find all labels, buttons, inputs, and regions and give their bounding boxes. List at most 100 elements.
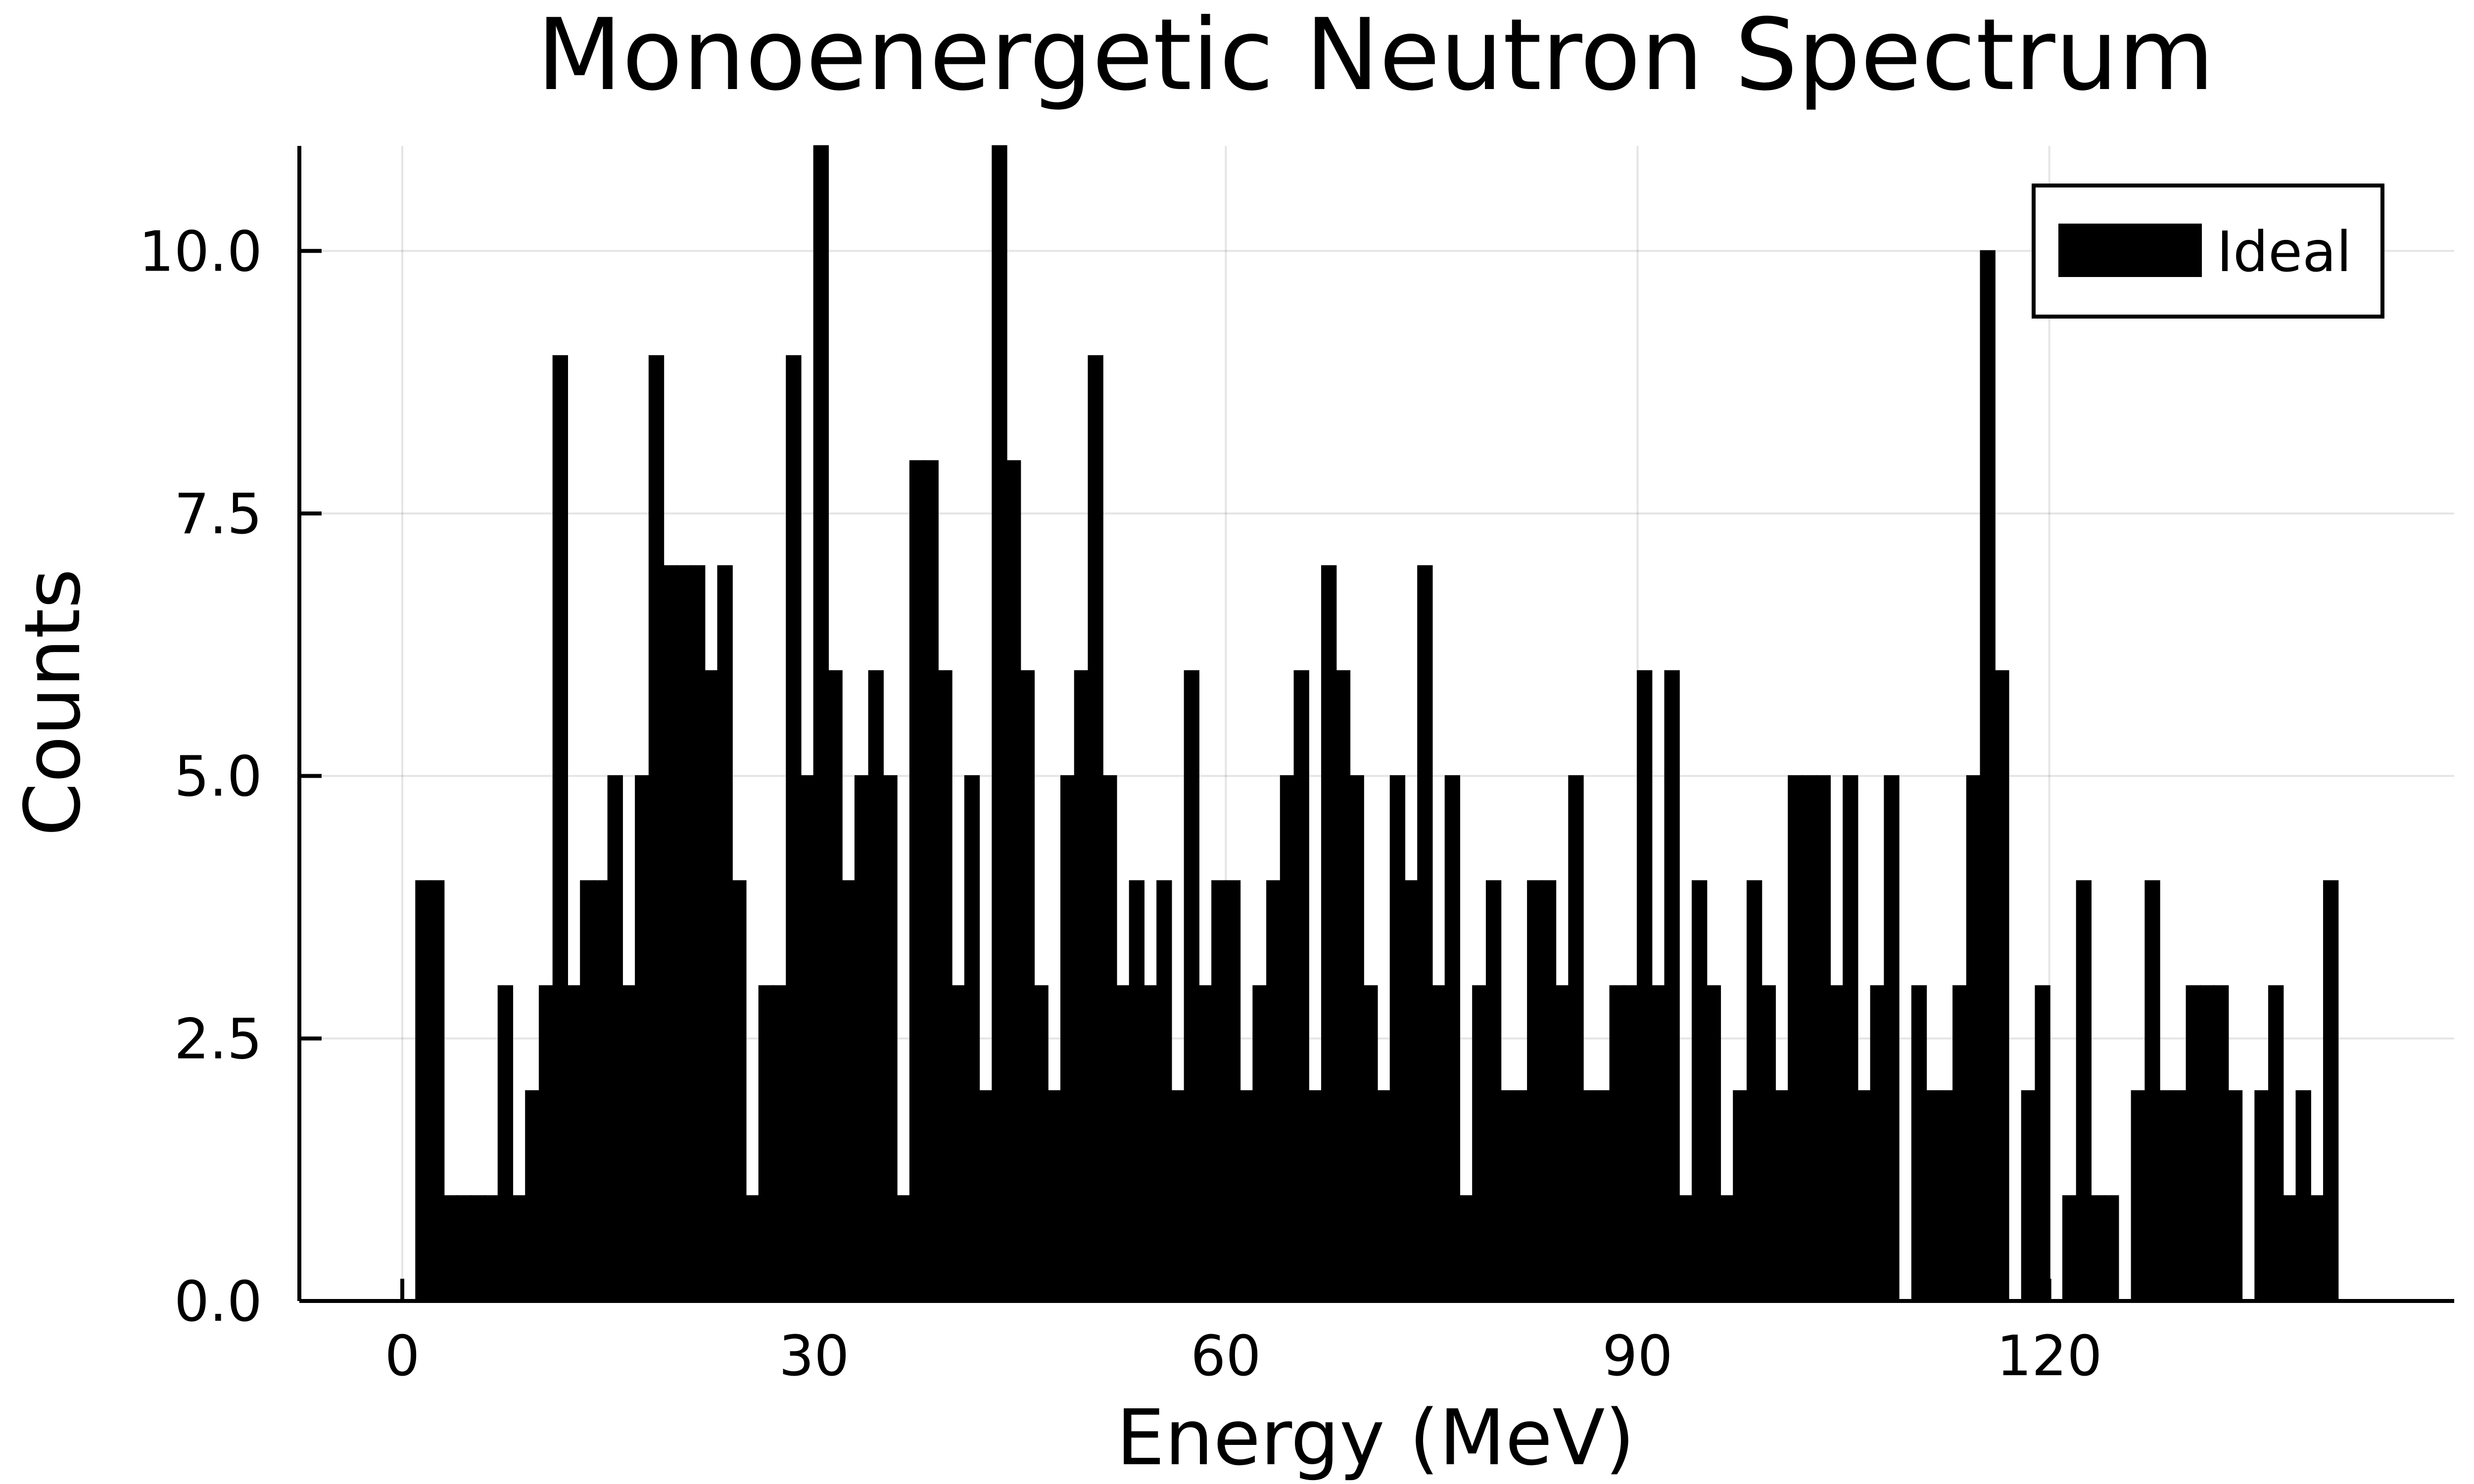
histogram-bar: [2035, 985, 2050, 1302]
histogram-bar: [978, 1090, 994, 1302]
histogram-bar: [2090, 1195, 2105, 1302]
histogram-bar: [745, 1195, 761, 1302]
histogram-bar: [1430, 985, 1447, 1302]
histogram-bar: [1705, 985, 1721, 1302]
histogram-bar: [1458, 1195, 1474, 1302]
histogram-bar: [992, 145, 1007, 1302]
histogram-bar: [1925, 1090, 1941, 1302]
x-tick-label: 0: [384, 1324, 420, 1389]
x-axis-label: Energy (MeV): [1116, 1393, 1635, 1483]
histogram-bar: [951, 985, 966, 1302]
histogram-bar: [2268, 985, 2284, 1302]
histogram-bar: [1321, 565, 1337, 1302]
histogram-bar: [2227, 1090, 2243, 1302]
histogram-bar: [1856, 1090, 1872, 1302]
histogram-bar: [854, 775, 870, 1302]
histogram-bar: [2213, 985, 2229, 1302]
x-tick-label: 30: [779, 1324, 850, 1389]
histogram-bar: [799, 775, 815, 1302]
histogram-bar: [607, 775, 623, 1302]
histogram-bar: [2158, 1090, 2174, 1302]
y-tick-label: 7.5: [174, 482, 262, 547]
histogram-bar: [2186, 985, 2201, 1302]
histogram-bar: [1170, 1090, 1186, 1302]
histogram-bar: [758, 985, 774, 1302]
histogram-bar: [1403, 880, 1419, 1302]
histogram-bar: [1088, 355, 1103, 1302]
histogram-bar: [662, 565, 678, 1302]
chart-title: Monoenergetic Neutron Spectrum: [537, 0, 2215, 113]
histogram-bar: [827, 670, 843, 1302]
histogram-bar: [1513, 1090, 1529, 1302]
histogram-bar: [1664, 670, 1680, 1302]
histogram-bar: [456, 1195, 472, 1302]
histogram-bar: [1074, 670, 1090, 1302]
histogram-bar: [2144, 880, 2160, 1302]
histogram-bar: [2323, 880, 2339, 1302]
histogram-bar: [470, 1195, 486, 1302]
histogram-bar: [1444, 775, 1461, 1302]
histogram-bar: [1650, 985, 1666, 1302]
histogram-bar: [1829, 985, 1845, 1302]
histogram-bar: [1156, 880, 1172, 1302]
histogram-bar: [1760, 985, 1776, 1302]
histogram-bar: [2076, 880, 2092, 1302]
histogram-bar: [1746, 880, 1762, 1302]
histogram-bar: [1554, 985, 1570, 1302]
histogram-bar: [964, 775, 980, 1302]
histogram-bar: [2254, 1090, 2270, 1302]
histogram-bar: [2103, 1195, 2119, 1302]
y-tick-label: 0.0: [174, 1270, 262, 1334]
histogram-bar: [2131, 1090, 2146, 1302]
histogram-bar: [1142, 985, 1158, 1302]
histogram-bar: [690, 565, 706, 1302]
histogram-bar: [580, 880, 596, 1302]
histogram-bar: [1499, 1090, 1515, 1302]
histogram-bar: [1376, 1090, 1392, 1302]
x-tick-label: 120: [1997, 1324, 2102, 1389]
histogram-bar: [1788, 775, 1804, 1302]
histogram-bar: [1568, 775, 1584, 1302]
histogram-bar: [1389, 775, 1406, 1302]
histogram-bar: [1980, 250, 1996, 1302]
y-axis-ticks: 0.0 2.5 5.0 7.5 10.0: [139, 220, 322, 1334]
histogram-bar: [2295, 1090, 2311, 1302]
histogram-bar: [1911, 985, 1927, 1302]
histogram-bar: [923, 460, 939, 1302]
histogram-bar: [2282, 1195, 2298, 1302]
histogram-bar: [1129, 880, 1145, 1302]
histogram-bar: [1211, 880, 1227, 1302]
histogram-bar: [1307, 1090, 1323, 1302]
y-tick-label: 10.0: [139, 220, 262, 284]
histogram-bar: [2062, 1195, 2078, 1302]
histogram-bar: [1047, 1090, 1062, 1302]
histogram-bar: [1348, 775, 1364, 1302]
histogram-bar: [841, 880, 856, 1302]
x-tick-label: 90: [1602, 1324, 1673, 1389]
histogram-bar: [2172, 1090, 2188, 1302]
histogram-bar: [1595, 1090, 1612, 1302]
histogram-bar: [1691, 880, 1708, 1302]
histogram-bar: [1719, 1195, 1735, 1302]
histogram-bar: [703, 670, 719, 1302]
y-tick-label: 2.5: [174, 1007, 262, 1071]
histogram-bar: [1005, 460, 1021, 1302]
histogram-bar: [635, 775, 651, 1302]
histogram-bar: [2021, 1090, 2037, 1302]
histogram-bar: [1609, 985, 1625, 1302]
histogram-bar: [896, 1195, 911, 1302]
histogram-bar: [566, 985, 582, 1302]
x-axis-ticks: 0 30 60 90 120: [384, 1279, 2102, 1389]
histogram-bar: [1884, 775, 1900, 1302]
y-axis-label: Counts: [8, 568, 97, 836]
histogram-bar: [483, 1195, 500, 1302]
histogram-bar: [909, 460, 925, 1302]
histogram-bar: [1197, 985, 1213, 1302]
histogram-bar: [1637, 670, 1653, 1302]
histogram-bar: [1485, 880, 1502, 1302]
histogram-bars: [415, 145, 2339, 1302]
histogram-bar: [1472, 985, 1488, 1302]
histogram-bar: [1678, 1195, 1694, 1302]
